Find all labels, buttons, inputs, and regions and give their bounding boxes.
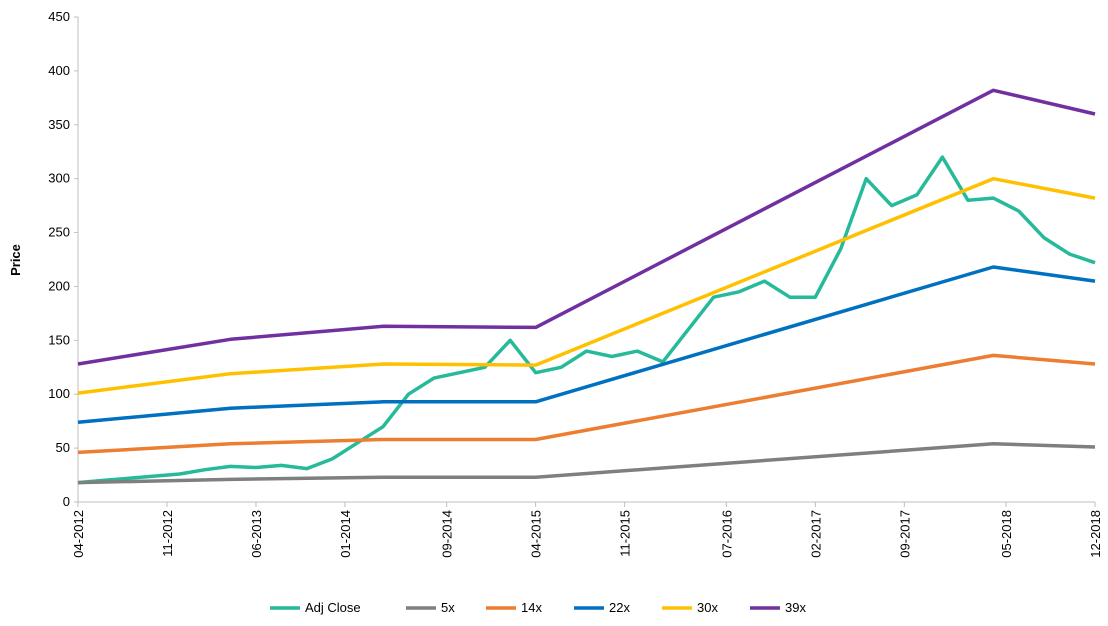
x-tick-label: 09-2014 [440,510,455,558]
y-tick-label: 400 [48,63,70,78]
x-tick-label: 01-2014 [338,510,353,558]
legend-label: 22x [609,600,630,615]
y-tick-label: 300 [48,171,70,186]
y-tick-label: 150 [48,332,70,347]
x-tick-label: 02-2017 [808,510,823,558]
x-tick-label: 04-2012 [71,510,86,558]
y-tick-label: 250 [48,225,70,240]
x-tick-label: 12-2018 [1088,510,1103,558]
y-tick-label: 450 [48,9,70,24]
legend-label: 30x [697,600,718,615]
y-axis-label: Price [8,244,23,276]
series-line [77,176,1096,395]
y-tick-label: 50 [56,440,70,455]
x-tick-label: 07-2016 [719,510,734,558]
x-tick-label: 05-2018 [999,510,1014,558]
y-tick-label: 200 [48,278,70,293]
x-tick-label: 11-2012 [160,510,175,557]
series-line [77,265,1096,424]
legend-label: 39x [785,600,806,615]
x-tick-label: 04-2015 [529,510,544,558]
legend-label: 5x [441,600,455,615]
y-tick-label: 350 [48,117,70,132]
series-line [77,442,1096,485]
legend-label: Adj Close [305,600,361,615]
legend-label: 14x [521,600,542,615]
series-line [77,88,1096,366]
x-tick-label: 06-2013 [249,510,264,558]
y-tick-label: 0 [63,494,70,509]
series-line [77,155,1096,485]
series-line [77,353,1096,455]
x-tick-label: 09-2017 [897,510,912,558]
y-tick-label: 100 [48,386,70,401]
x-tick-label: 11-2015 [618,510,633,557]
